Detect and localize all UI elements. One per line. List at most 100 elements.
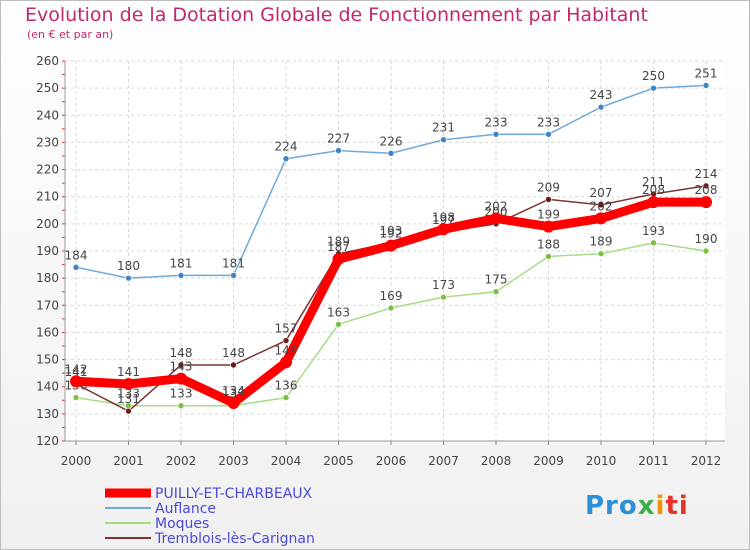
data-label: 227 bbox=[327, 132, 350, 146]
data-point bbox=[440, 136, 447, 144]
data-point bbox=[702, 82, 710, 89]
y-tick-label: 180 bbox=[36, 271, 59, 285]
data-point bbox=[490, 212, 502, 225]
x-tick-label: 2008 bbox=[481, 454, 512, 468]
data-label: 141 bbox=[117, 365, 140, 379]
y-tick-label: 210 bbox=[36, 190, 59, 204]
data-label: 202 bbox=[485, 199, 508, 213]
data-point bbox=[597, 250, 605, 258]
data-label: 190 bbox=[695, 232, 718, 246]
x-tick-label: 2002 bbox=[166, 454, 197, 468]
data-label: 169 bbox=[380, 289, 403, 303]
data-label: 181 bbox=[170, 256, 193, 270]
data-label: 143 bbox=[170, 360, 193, 374]
data-point bbox=[542, 220, 555, 233]
data-point bbox=[70, 375, 82, 388]
x-tick-label: 2011 bbox=[638, 454, 669, 468]
data-label: 193 bbox=[642, 224, 665, 238]
data-label: 198 bbox=[432, 210, 455, 224]
data-point bbox=[72, 263, 80, 271]
data-point bbox=[280, 356, 292, 369]
data-label: 251 bbox=[695, 66, 718, 80]
data-label: 173 bbox=[432, 278, 455, 292]
y-tick-label: 170 bbox=[36, 298, 59, 312]
data-point bbox=[177, 361, 185, 369]
proxiti-logo: Proxiti bbox=[585, 491, 689, 521]
data-label: 208 bbox=[642, 183, 665, 197]
legend-label: Auflance bbox=[155, 501, 216, 517]
data-label: 148 bbox=[222, 346, 245, 360]
legend-label: PUILLY-ET-CHARBEAUX bbox=[155, 486, 313, 502]
y-tick-label: 240 bbox=[36, 108, 59, 122]
data-point bbox=[385, 239, 397, 252]
data-label: 181 bbox=[222, 256, 245, 270]
data-label: 233 bbox=[485, 115, 508, 129]
data-label: 141 bbox=[65, 365, 88, 379]
y-tick-label: 190 bbox=[36, 244, 59, 258]
x-tick-label: 2001 bbox=[113, 454, 144, 468]
data-label: 202 bbox=[590, 199, 613, 213]
data-label: 189 bbox=[590, 235, 613, 249]
data-point bbox=[177, 402, 185, 410]
data-point bbox=[177, 272, 185, 279]
data-label: 180 bbox=[117, 259, 140, 273]
y-tick-label: 220 bbox=[36, 163, 59, 177]
data-point bbox=[335, 320, 342, 328]
data-label: 243 bbox=[590, 88, 613, 102]
data-point bbox=[700, 196, 712, 209]
x-tick-label: 2012 bbox=[691, 454, 722, 468]
x-tick-label: 2010 bbox=[586, 454, 617, 468]
y-tick-label: 140 bbox=[36, 380, 59, 394]
data-point bbox=[125, 407, 132, 415]
legend-label: Tremblois-lès-Carignan bbox=[154, 531, 315, 547]
data-point bbox=[595, 212, 607, 225]
data-label: 207 bbox=[590, 186, 613, 200]
data-point bbox=[492, 288, 500, 296]
data-point bbox=[230, 272, 237, 279]
data-point bbox=[702, 182, 710, 190]
y-tick-label: 120 bbox=[36, 434, 59, 448]
data-label: 208 bbox=[695, 183, 718, 197]
x-tick-label: 2005 bbox=[323, 454, 354, 468]
data-label: 136 bbox=[275, 379, 298, 393]
y-tick-label: 200 bbox=[36, 217, 59, 231]
x-tick-label: 2006 bbox=[376, 454, 407, 468]
y-tick-label: 160 bbox=[36, 325, 59, 339]
data-label: 142 bbox=[65, 362, 88, 376]
data-label: 175 bbox=[485, 273, 508, 287]
y-tick-label: 130 bbox=[36, 407, 59, 421]
data-label: 133 bbox=[117, 387, 140, 401]
data-point bbox=[332, 253, 345, 266]
data-label: 157 bbox=[275, 322, 298, 336]
data-point bbox=[650, 239, 657, 247]
data-point bbox=[597, 103, 605, 111]
data-label: 192 bbox=[380, 227, 403, 241]
data-point bbox=[72, 394, 80, 401]
chart-subtitle: (en € et par an) bbox=[27, 28, 114, 41]
data-label: 131 bbox=[117, 392, 140, 406]
data-point bbox=[122, 378, 135, 390]
data-label: 149 bbox=[275, 343, 298, 357]
data-point bbox=[387, 304, 395, 312]
data-label: 214 bbox=[695, 167, 718, 181]
data-label: 187 bbox=[327, 240, 350, 254]
data-label: 148 bbox=[170, 346, 193, 360]
data-point bbox=[282, 337, 290, 344]
data-label: 197 bbox=[432, 213, 455, 227]
chart-title: Evolution de la Dotation Globale de Fonc… bbox=[25, 4, 648, 26]
y-tick-label: 230 bbox=[36, 135, 59, 149]
data-label: 226 bbox=[380, 134, 403, 148]
data-label: 224 bbox=[275, 140, 298, 154]
y-tick-label: 250 bbox=[36, 81, 59, 95]
data-label: 193 bbox=[380, 224, 403, 238]
data-label: 250 bbox=[642, 69, 665, 83]
x-tick-label: 2009 bbox=[533, 454, 564, 468]
data-point bbox=[282, 394, 290, 401]
data-point bbox=[440, 293, 447, 301]
data-label: 211 bbox=[642, 175, 665, 189]
data-point bbox=[335, 147, 342, 154]
data-point bbox=[545, 253, 552, 260]
data-point bbox=[230, 361, 237, 369]
data-point bbox=[545, 130, 552, 138]
